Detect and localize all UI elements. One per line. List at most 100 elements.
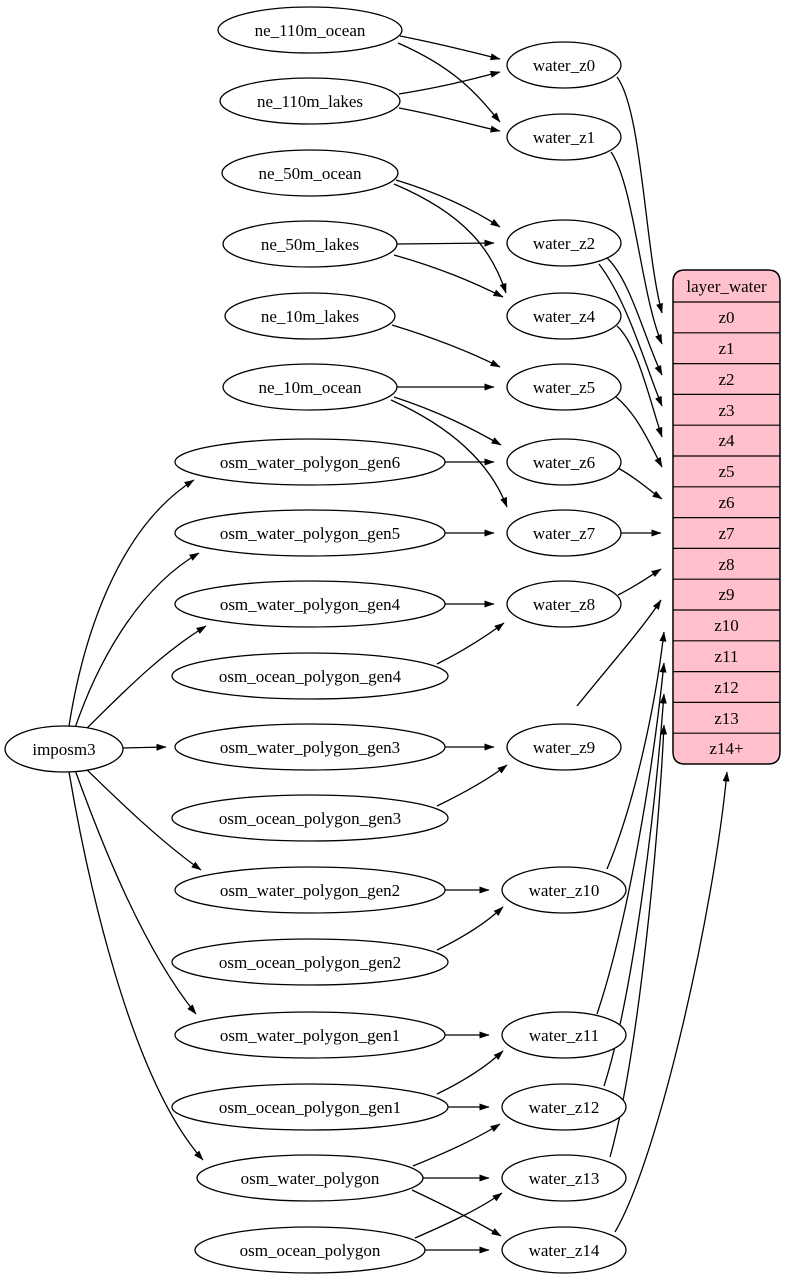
- edge-osm-water-polygon-water-z14: [411, 1189, 502, 1237]
- node-osm-water-polygon-gen2: osm_water_polygon_gen2: [174, 866, 446, 914]
- edge-water-z2-row-z3: [598, 263, 663, 407]
- node-water-z2-label: water_z2: [533, 234, 595, 253]
- node-water-z9-label: water_z9: [533, 738, 595, 757]
- node-ne-110m-lakes-label: ne_110m_lakes: [257, 92, 363, 111]
- layer-water-table: layer_water z0 z1 z2 z3 z4 z5 z6 z7 z8 z…: [672, 269, 781, 765]
- node-water-z12-shape: [501, 1083, 627, 1131]
- node-water-z1-shape: [506, 113, 622, 161]
- node-osm-ocean-polygon-gen4: osm_ocean_polygon_gen4: [171, 652, 449, 700]
- edge-imposm3-osm-water-polygon-gen5: [74, 552, 200, 729]
- edge-water-z1-row-z1: [610, 151, 663, 345]
- node-water-z6-shape: [506, 438, 622, 486]
- node-ne-10m-lakes-shape: [224, 292, 396, 340]
- node-water-z14: water_z14: [501, 1226, 627, 1274]
- table-row-z7: z7: [718, 524, 735, 543]
- node-water-z2-shape: [506, 219, 622, 267]
- edge-ne-110m-lakes-water-z1: [398, 107, 501, 133]
- node-water-z7-label: water_z7: [533, 524, 596, 543]
- node-water-z2: water_z2: [506, 219, 622, 267]
- node-osm-water-polygon-gen1-label: osm_water_polygon_gen1: [220, 1026, 400, 1045]
- edge-imposm3-osm-water-polygon-gen2: [83, 766, 202, 871]
- node-osm-water-polygon-label: osm_water_polygon: [241, 1169, 380, 1188]
- edge-water-z8-row-z8: [617, 568, 662, 596]
- layer-water-table-title: layer_water: [686, 277, 767, 296]
- node-imposm3: imposm3: [4, 725, 124, 773]
- node-water-z14-shape: [501, 1226, 627, 1274]
- table-row-z14: z14+: [709, 739, 743, 758]
- node-osm-ocean-polygon-gen3-label: osm_ocean_polygon_gen3: [219, 809, 401, 828]
- node-osm-water-polygon-gen4-label: osm_water_polygon_gen4: [220, 595, 401, 614]
- node-water-z13-label: water_z13: [529, 1169, 600, 1188]
- node-ne-50m-lakes-shape: [222, 220, 398, 268]
- node-water-z4-label: water_z4: [533, 307, 596, 326]
- edge-ne-10m-ocean-water-z6: [393, 396, 502, 446]
- node-ne-110m-ocean-label: ne_110m_ocean: [255, 21, 366, 40]
- node-osm-water-polygon: osm_water_polygon: [196, 1154, 424, 1202]
- node-ne-50m-lakes: ne_50m_lakes: [222, 220, 398, 268]
- node-osm-ocean-polygon-gen3-shape: [171, 794, 449, 842]
- edge-osm-ocean-polygon-gen1-water-z11: [436, 1050, 504, 1095]
- node-water-z10: water_z10: [501, 866, 627, 914]
- node-water-z11: water_z11: [501, 1011, 627, 1059]
- node-water-z14-label: water_z14: [529, 1241, 600, 1260]
- edge-imposm3-osm-water-polygon-gen1: [74, 769, 197, 1015]
- edge-ne-50m-ocean-water-z2: [395, 179, 501, 228]
- node-ne-110m-lakes: ne_110m_lakes: [219, 77, 401, 125]
- node-water-z8-shape: [506, 580, 622, 628]
- node-ne-10m-lakes-label: ne_10m_lakes: [261, 307, 359, 326]
- node-ne-10m-ocean-shape: [222, 363, 398, 411]
- node-imposm3-shape: [4, 725, 124, 773]
- edge-water-z2-row-z2: [605, 256, 663, 376]
- node-water-z11-label: water_z11: [529, 1026, 599, 1045]
- edge-ne-50m-ocean-water-z4: [393, 183, 507, 294]
- node-osm-ocean-polygon-gen2: osm_ocean_polygon_gen2: [171, 938, 449, 986]
- table-row-z12: z12: [714, 678, 739, 697]
- node-water-z5-shape: [506, 363, 622, 411]
- node-osm-water-polygon-gen6: osm_water_polygon_gen6: [174, 438, 446, 486]
- node-ne-50m-ocean-shape: [221, 149, 399, 197]
- node-osm-water-polygon-gen3: osm_water_polygon_gen3: [174, 723, 446, 771]
- table-row-z2: z2: [718, 370, 734, 389]
- node-water-z1: water_z1: [506, 113, 622, 161]
- node-osm-water-polygon-gen5-label: osm_water_polygon_gen5: [220, 524, 400, 543]
- table-row-z1: z1: [718, 339, 734, 358]
- node-osm-water-polygon-gen6-label: osm_water_polygon_gen6: [220, 453, 400, 472]
- edge-imposm3-osm-water-polygon-gen3: [122, 743, 167, 751]
- node-ne-10m-lakes: ne_10m_lakes: [224, 292, 396, 340]
- table-row-z0: z0: [718, 308, 734, 327]
- node-water-z0: water_z0: [506, 41, 622, 89]
- table-row-z3: z3: [718, 401, 734, 420]
- node-ne-110m-ocean: ne_110m_ocean: [217, 6, 403, 54]
- node-osm-water-polygon-gen1: osm_water_polygon_gen1: [174, 1011, 446, 1059]
- edge-ne-50m-lakes-water-z4: [393, 254, 504, 298]
- node-ne-10m-ocean-label: ne_10m_ocean: [259, 378, 362, 397]
- node-water-z0-shape: [506, 41, 622, 89]
- edge-imposm3-osm-water-polygon-gen4: [83, 625, 207, 732]
- node-water-z9: water_z9: [506, 723, 622, 771]
- node-water-z10-label: water_z10: [529, 881, 600, 900]
- node-osm-ocean-polygon-gen4-label: osm_ocean_polygon_gen4: [219, 667, 402, 686]
- node-osm-water-polygon-gen5: osm_water_polygon_gen5: [174, 509, 446, 557]
- table-row-z13: z13: [714, 709, 739, 728]
- node-water-z1-label: water_z1: [533, 128, 595, 147]
- node-ne-50m-ocean-label: ne_50m_ocean: [259, 164, 362, 183]
- edge-ne-50m-lakes-water-z2: [396, 239, 495, 247]
- node-ne-110m-ocean-shape: [217, 6, 403, 54]
- edge-ne-10m-ocean-water-z7: [390, 399, 508, 508]
- node-water-z7: water_z7: [506, 509, 622, 557]
- edge-water-z9-row-z9: [576, 599, 662, 707]
- node-water-z9-shape: [506, 723, 622, 771]
- node-osm-ocean-polygon-gen3: osm_ocean_polygon_gen3: [171, 794, 449, 842]
- edge-osm-ocean-polygon-water-z13: [414, 1192, 503, 1239]
- node-water-z13-shape: [501, 1154, 627, 1202]
- node-water-z6: water_z6: [506, 438, 622, 486]
- node-osm-water-polygon-gen4-shape: [174, 580, 446, 628]
- node-water-z4: water_z4: [506, 292, 622, 340]
- table-row-z6: z6: [718, 493, 734, 512]
- edge-osm-ocean-polygon-gen2-water-z10: [436, 906, 504, 951]
- node-ne-50m-ocean: ne_50m_ocean: [221, 149, 399, 197]
- table-row-z11: z11: [715, 647, 739, 666]
- node-osm-water-polygon-gen3-label: osm_water_polygon_gen3: [220, 738, 400, 757]
- node-ne-50m-lakes-label: ne_50m_lakes: [261, 235, 359, 254]
